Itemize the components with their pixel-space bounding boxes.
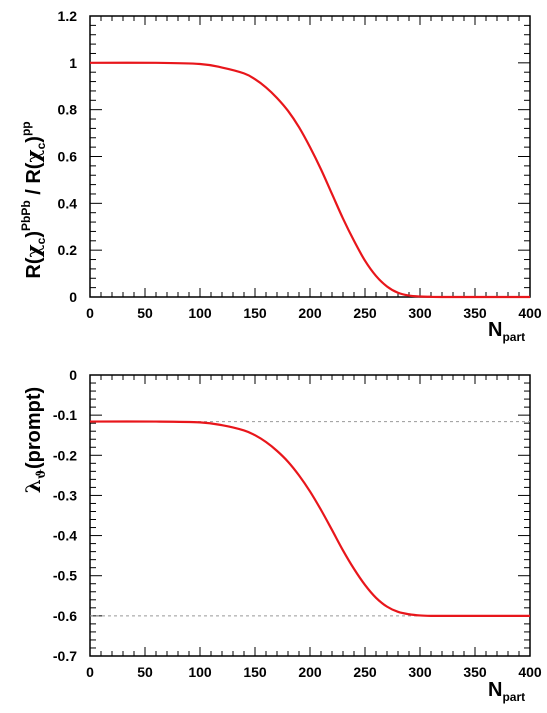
x-tick-label: 0 bbox=[86, 305, 94, 321]
y-tick-label: -0.5 bbox=[53, 568, 77, 584]
y-tick-label: 0.2 bbox=[58, 242, 78, 258]
x-tick-label: 400 bbox=[518, 664, 542, 680]
x-tick-label: 150 bbox=[243, 305, 267, 321]
x-tick-label: 100 bbox=[188, 664, 212, 680]
y-axis-title: λϑ(prompt) bbox=[21, 387, 48, 493]
x-tick-label: 250 bbox=[353, 664, 377, 680]
x-tick-label: 50 bbox=[137, 305, 153, 321]
x-tick-label: 0 bbox=[86, 664, 94, 680]
x-tick-label: 400 bbox=[518, 305, 542, 321]
x-tick-label: 350 bbox=[463, 664, 487, 680]
x-tick-label: 300 bbox=[408, 305, 432, 321]
x-tick-label: 300 bbox=[408, 664, 432, 680]
y-tick-label: -0.2 bbox=[53, 447, 77, 463]
y-tick-label: -0.4 bbox=[53, 528, 77, 544]
y-tick-label: 1 bbox=[69, 55, 77, 71]
y-axis-title: R(χc)PbPb / R(χc)pp bbox=[19, 121, 48, 278]
plot-frame bbox=[89, 15, 531, 298]
plot-frame bbox=[89, 374, 531, 657]
ratio-panel: 0 50 100 150 200 250 300 350 400 0 0.2 0.4 0.6 0.8 1 1… bbox=[19, 8, 542, 344]
x-tick-label: 50 bbox=[137, 664, 153, 680]
lambda-panel: 0 50 100 150 200 250 300 350 400 0 -0.1 -0.2 -0.3 -0… bbox=[21, 367, 542, 704]
y-tick-label: -0.1 bbox=[53, 407, 77, 423]
x-tick-label: 200 bbox=[298, 664, 322, 680]
series-line bbox=[89, 420, 530, 617]
x-tick-label: 350 bbox=[463, 305, 487, 321]
y-tick-label: 0 bbox=[69, 289, 77, 305]
x-tick-label: 150 bbox=[243, 664, 267, 680]
y-tick-label: 0.6 bbox=[58, 149, 78, 165]
series-line bbox=[89, 61, 531, 299]
x-tick-label: 200 bbox=[298, 305, 322, 321]
y-tick-label: 0.8 bbox=[58, 102, 78, 118]
y-tick-label: -0.7 bbox=[53, 648, 77, 664]
x-axis-title: Npart bbox=[488, 679, 525, 704]
y-tick-label: -0.3 bbox=[53, 487, 77, 503]
y-tick-label: 0.4 bbox=[58, 195, 78, 211]
x-tick-label: 100 bbox=[188, 305, 212, 321]
y-tick-label: 1.2 bbox=[58, 8, 78, 24]
y-tick-label: -0.6 bbox=[53, 608, 77, 624]
x-tick-label: 250 bbox=[353, 305, 377, 321]
x-axis-title: Npart bbox=[488, 319, 525, 344]
y-tick-label: 0 bbox=[69, 367, 77, 383]
